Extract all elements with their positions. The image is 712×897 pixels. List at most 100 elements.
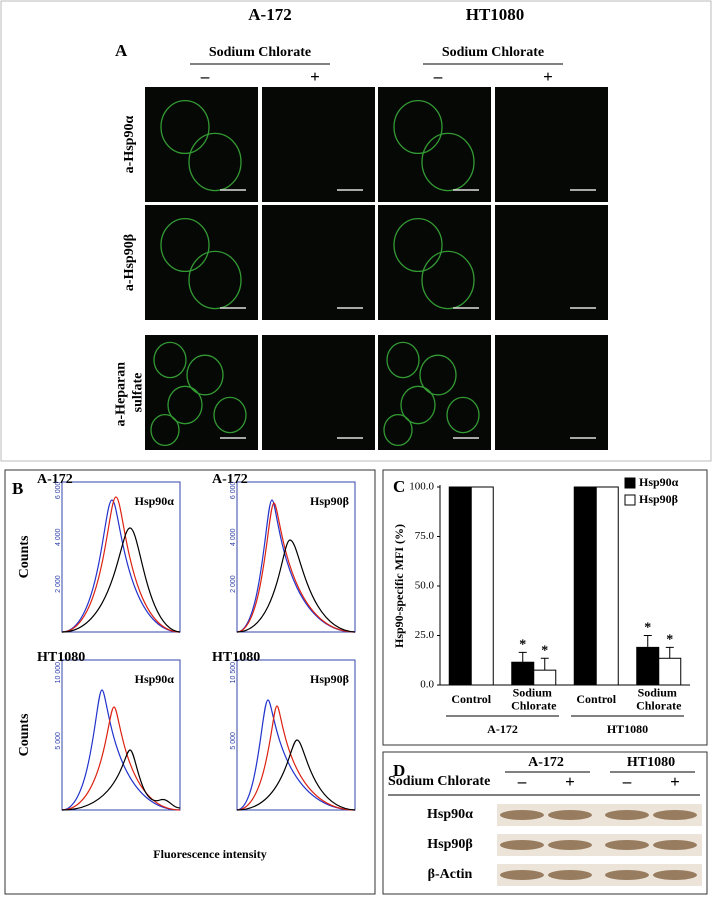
axis-label: Fluorescence intensity	[153, 847, 266, 861]
cell-outlines	[160, 217, 242, 310]
panel-b-frame	[4, 469, 376, 895]
y-tick-label: 10 000	[55, 662, 62, 684]
protein: Hsp90β	[310, 672, 349, 686]
error-bar	[518, 651, 527, 663]
band	[653, 870, 697, 880]
band	[605, 810, 649, 820]
micrograph	[145, 205, 258, 320]
bar	[448, 486, 472, 686]
histogram-frame	[61, 481, 181, 633]
histogram-frame	[236, 481, 356, 633]
band	[605, 840, 649, 850]
cell-line: HT1080	[627, 755, 675, 770]
band	[500, 840, 544, 850]
cell-outline	[386, 341, 420, 379]
cell-line: A-172	[528, 755, 564, 770]
micrograph	[262, 335, 375, 450]
cell-outlines	[393, 99, 475, 192]
panel-label: C	[393, 477, 405, 496]
micrograph	[262, 205, 375, 320]
axis-label: Hsp90-specific MFI (%)	[392, 524, 406, 648]
bar	[511, 661, 535, 686]
row-label: a-Heparan sulfate	[114, 358, 146, 426]
micrograph	[378, 87, 491, 202]
panel-label: A	[115, 41, 128, 60]
x-tick-label: Sodium Chlorate	[511, 685, 557, 712]
bar	[470, 486, 494, 686]
cell-outline	[150, 413, 180, 447]
cell-outline	[393, 99, 443, 155]
blot-label: Hsp90β	[427, 837, 473, 852]
panel-c-frame	[382, 469, 708, 746]
x-tick-label: Control	[451, 692, 491, 706]
y-tick-label: 50.0	[415, 580, 435, 592]
condition: +	[565, 772, 575, 791]
cell-line-header: HT1080	[466, 5, 525, 24]
micrograph	[495, 335, 608, 450]
y-tick-label: 5 000	[55, 732, 62, 750]
panel-label: B	[12, 479, 23, 498]
cell-outlines	[383, 341, 480, 447]
cell-outline	[446, 396, 480, 434]
cell-outlines	[393, 217, 475, 310]
axis-label: Counts	[17, 713, 32, 756]
group-label: A-172	[487, 722, 518, 736]
histogram-curves	[61, 496, 356, 811]
significance: *	[644, 621, 651, 636]
protein: Hsp90β	[310, 494, 349, 508]
treatment-header: Sodium Chlorate	[442, 45, 544, 60]
micrograph	[262, 87, 375, 202]
cell-outlines	[150, 341, 247, 447]
cell-outline	[188, 250, 242, 310]
cell-line: A-172	[212, 472, 248, 487]
blot-label: β-Actin	[428, 867, 473, 882]
axis-label: Counts	[17, 535, 32, 578]
western-blot	[497, 804, 702, 886]
cell-outline	[167, 385, 203, 425]
band	[548, 840, 592, 850]
y-tick-label: 6 000	[230, 482, 237, 500]
error-bar	[665, 646, 674, 659]
significance: *	[541, 643, 548, 658]
cell-outline	[160, 99, 210, 155]
cell-outline	[188, 132, 242, 192]
micrograph	[145, 87, 258, 202]
row-label: a-Hsp90β	[122, 234, 137, 291]
micrograph	[495, 205, 608, 320]
cell-outline	[421, 250, 475, 310]
band	[605, 870, 649, 880]
blot-background	[497, 864, 702, 886]
cell-line: HT1080	[37, 650, 85, 665]
bar	[573, 486, 597, 686]
condition: –	[622, 772, 632, 791]
bar	[533, 669, 557, 686]
cell-outlines	[160, 99, 242, 192]
band	[653, 810, 697, 820]
blot-label: Hsp90α	[427, 807, 473, 822]
micrograph	[378, 335, 491, 450]
treatment: Sodium Chlorate	[388, 774, 490, 789]
y-tick-label: 4 000	[55, 528, 62, 546]
bar	[636, 646, 660, 686]
legend-swatch	[624, 494, 636, 506]
condition: –	[433, 67, 443, 86]
error-bar	[540, 657, 549, 671]
cell-outline	[421, 132, 475, 192]
legend-label: Hsp90β	[639, 492, 678, 506]
condition: +	[310, 67, 320, 86]
y-tick-label: 2 000	[55, 575, 62, 593]
legend-label: Hsp90α	[639, 475, 679, 489]
legend-swatch	[624, 477, 636, 489]
band	[500, 870, 544, 880]
cell-outline	[383, 413, 413, 447]
cell-line: A-172	[37, 472, 73, 487]
cell-outline	[400, 385, 436, 425]
blot-background	[497, 834, 702, 856]
y-tick-label: 75.0	[415, 530, 435, 542]
y-tick-label: 5 000	[230, 732, 237, 750]
y-tick-label: 6 000	[55, 482, 62, 500]
row-label: a-Hsp90α	[122, 116, 137, 174]
y-tick-label: 0.0	[420, 679, 434, 691]
cell-outline	[419, 354, 457, 396]
